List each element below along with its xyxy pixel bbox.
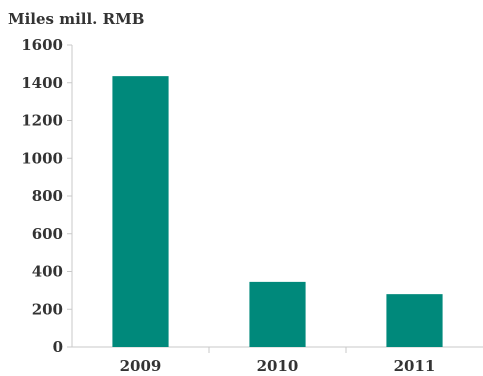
x-tick-label: 2010 — [257, 357, 299, 375]
x-axis: 2009 2010 2011 — [72, 346, 483, 375]
y-axis-unit-label: Miles mill. RMB — [8, 10, 144, 28]
y-tick-label: 600 — [32, 225, 63, 243]
bar-2010 — [249, 281, 306, 347]
y-tick-label: 1200 — [21, 112, 63, 130]
bar-2011 — [386, 294, 443, 347]
y-tick-label: 400 — [32, 263, 63, 281]
bars — [112, 76, 443, 348]
y-tick-label: 1400 — [21, 74, 63, 92]
x-tick-label: 2009 — [120, 357, 162, 375]
x-tick-label: 2011 — [394, 357, 436, 375]
y-tick-label: 1600 — [21, 36, 63, 54]
y-tick-label: 1000 — [21, 149, 63, 167]
y-axis: 0 200 400 600 800 1000 1200 1400 1600 — [21, 36, 73, 356]
y-tick-label: 200 — [32, 300, 63, 318]
bar-2009 — [112, 76, 169, 348]
y-tick-label: 800 — [32, 187, 63, 205]
y-tick-label: 0 — [53, 338, 63, 356]
